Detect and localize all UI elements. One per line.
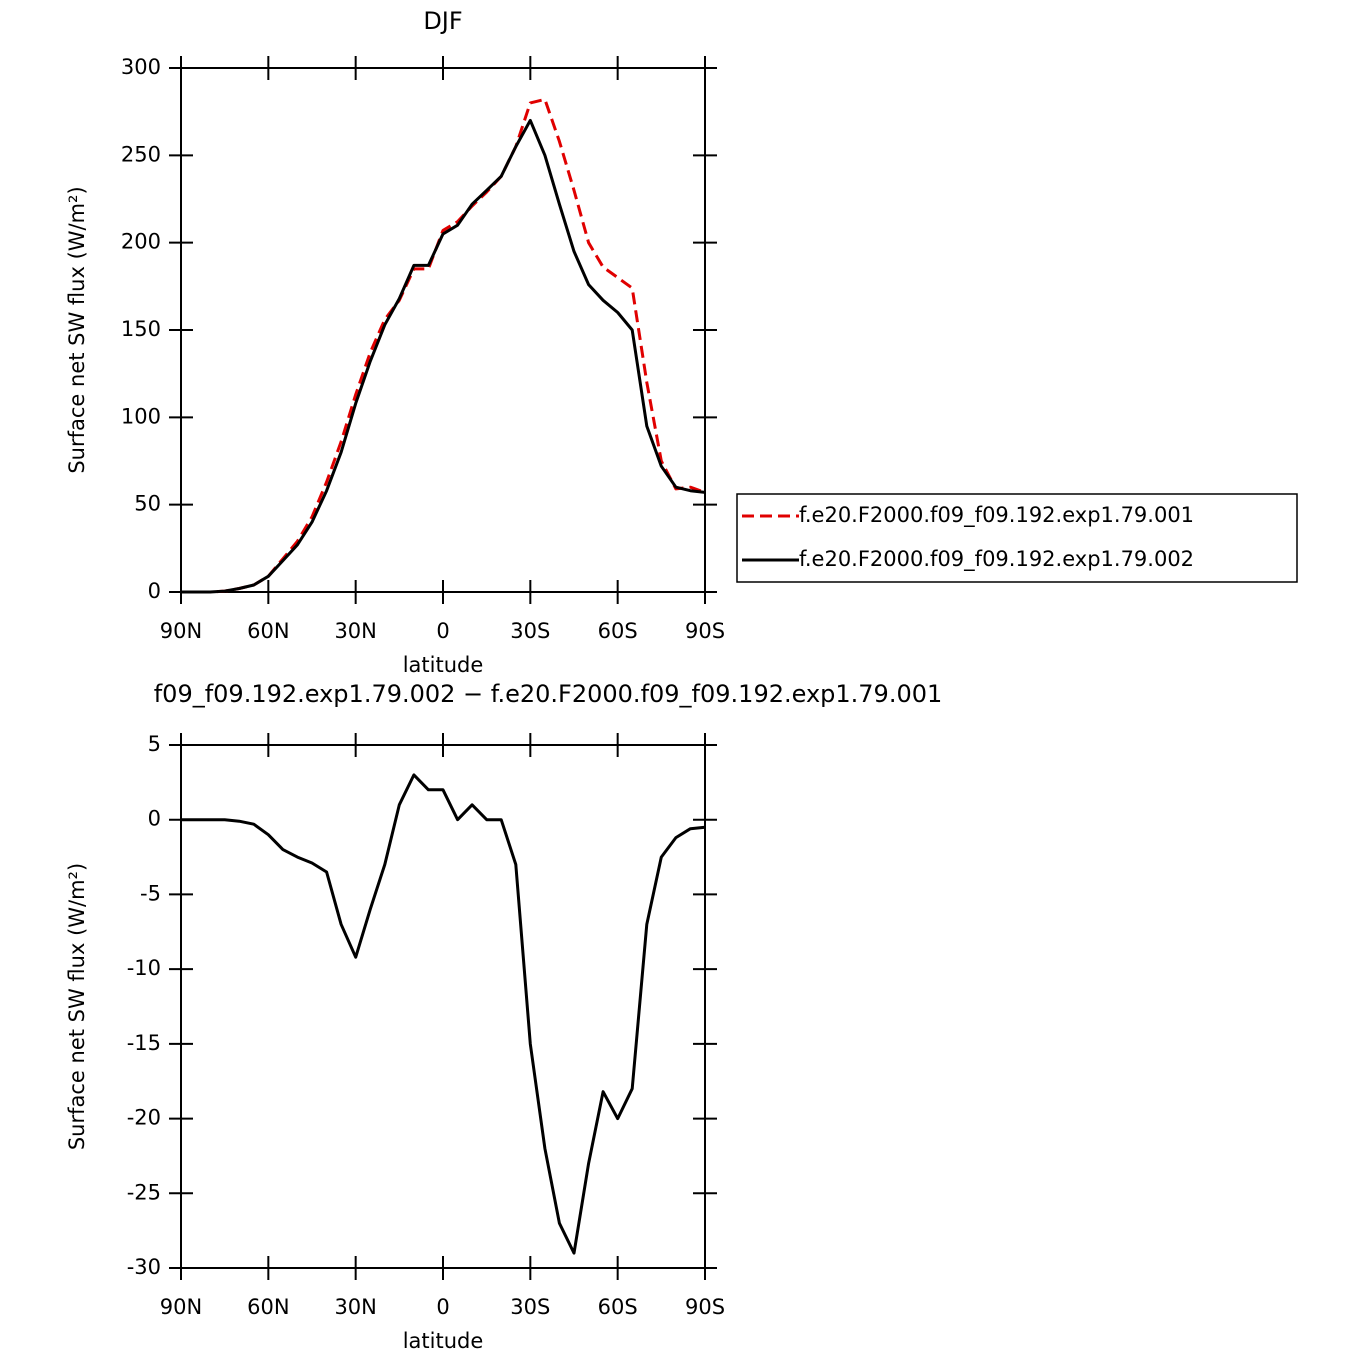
y-tick-label: 300 (121, 55, 161, 79)
y-tick-label: 0 (148, 579, 161, 603)
x-axis-label: latitude (403, 653, 484, 677)
x-tick-label: 60S (598, 619, 638, 643)
y-tick-label: -30 (127, 1255, 161, 1279)
x-tick-label: 30N (334, 619, 376, 643)
y-tick-label: 50 (134, 492, 161, 516)
x-axis-label: latitude (403, 1329, 484, 1353)
legend-box (736, 493, 1298, 583)
y-tick-label: -20 (127, 1106, 161, 1130)
plot-frame (180, 744, 706, 1269)
y-tick-label: 150 (121, 317, 161, 341)
x-tick-label: 30S (510, 619, 550, 643)
data-line (181, 118, 706, 594)
y-tick-label: 100 (121, 404, 161, 428)
y-tick-label: -25 (127, 1180, 161, 1204)
x-tick-label: 60N (247, 1295, 289, 1319)
x-tick-label: 0 (436, 619, 449, 643)
x-tick-label: 90N (160, 619, 202, 643)
y-axis-label: Surface net SW flux (W/m²) (65, 863, 89, 1150)
data-line (181, 97, 706, 594)
y-tick-label: 200 (121, 230, 161, 254)
x-tick-label: 30N (334, 1295, 376, 1319)
y-tick-label: 5 (148, 732, 161, 756)
y-tick-label: -10 (127, 956, 161, 980)
x-tick-label: 60N (247, 619, 289, 643)
legend-label: f.e20.F2000.f09_f09.192.exp1.79.001 (799, 503, 1194, 528)
plot-frame (180, 67, 706, 593)
y-tick-label: 250 (121, 142, 161, 166)
data-line (181, 773, 706, 1255)
chart-title: f09_f09.192.exp1.79.002 − f.e20.F2000.f0… (154, 680, 943, 708)
x-tick-label: 30S (510, 1295, 550, 1319)
y-tick-label: -5 (140, 881, 161, 905)
x-tick-label: 0 (436, 1295, 449, 1319)
chart-title: DJF (423, 7, 462, 35)
x-tick-label: 90N (160, 1295, 202, 1319)
legend-label: f.e20.F2000.f09_f09.192.exp1.79.002 (799, 547, 1194, 572)
x-tick-label: 90S (685, 1295, 725, 1319)
y-axis-label: Surface net SW flux (W/m²) (65, 186, 89, 473)
x-tick-label: 60S (598, 1295, 638, 1319)
y-tick-label: -15 (127, 1031, 161, 1055)
x-tick-label: 90S (685, 619, 725, 643)
y-tick-label: 0 (148, 807, 161, 831)
